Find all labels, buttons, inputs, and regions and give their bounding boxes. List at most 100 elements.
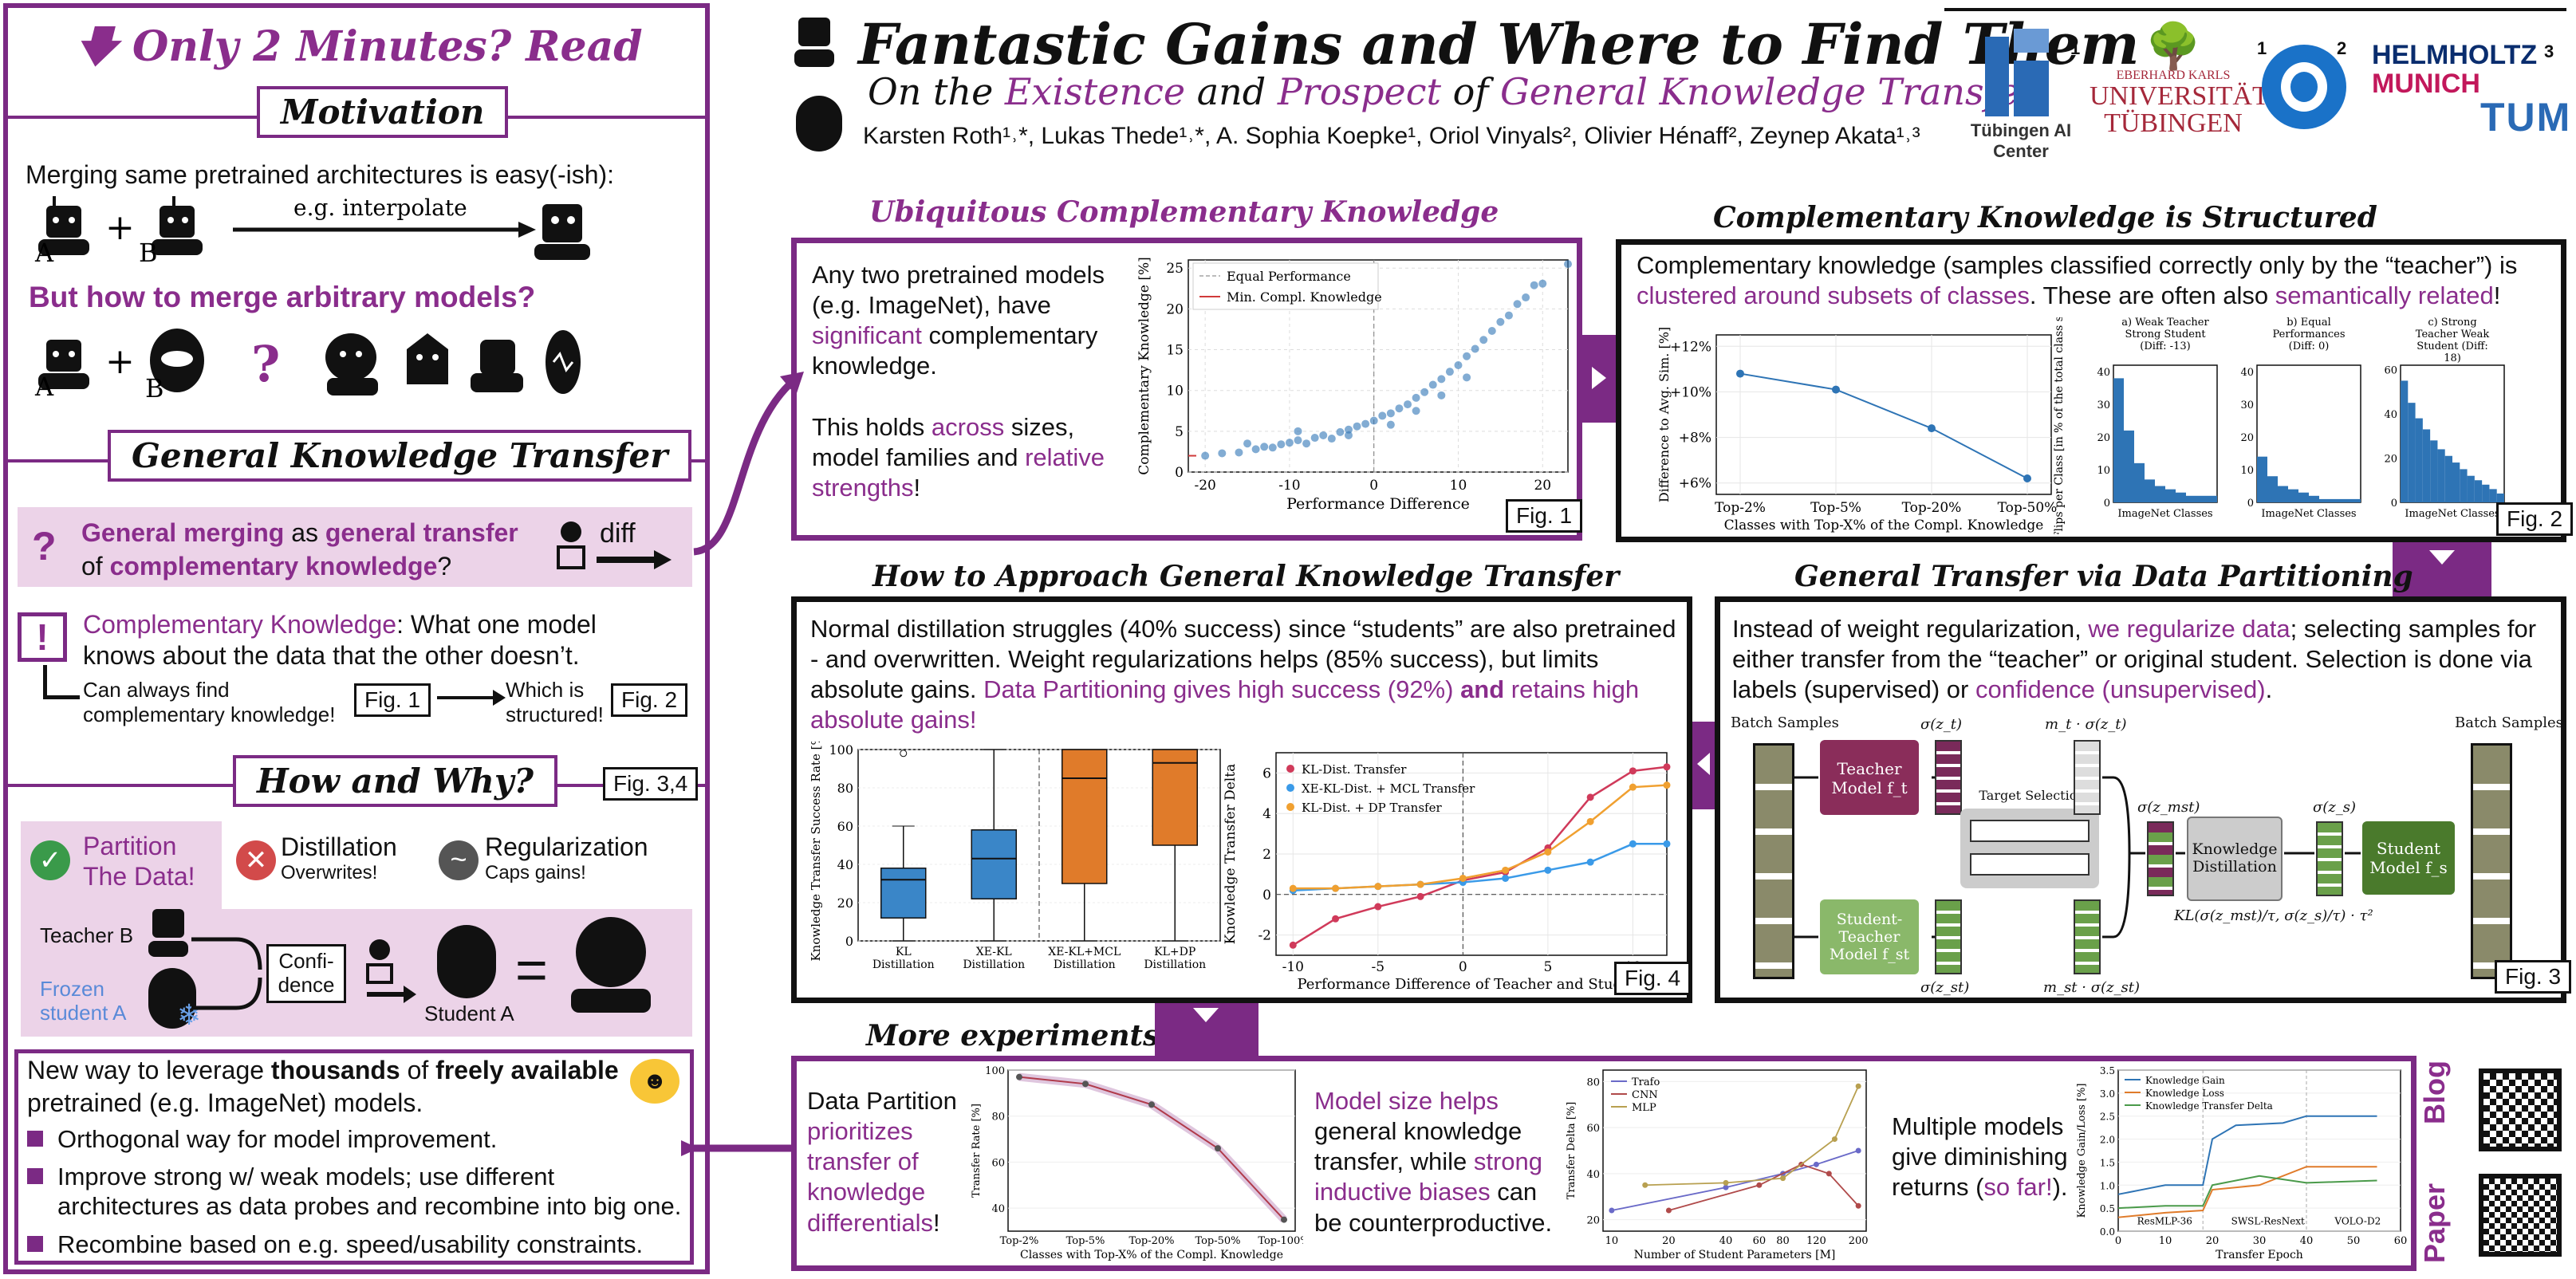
- x-icon: ✕: [236, 840, 276, 880]
- equals-icon: =: [515, 939, 548, 1001]
- student-a-label: Student A: [424, 1002, 514, 1025]
- fig1-tag: Fig. 1: [1506, 499, 1583, 533]
- bar: [2408, 403, 2416, 502]
- blog-qr-code[interactable]: [2479, 1068, 2562, 1151]
- x-tick-label: Distillation: [1054, 958, 1116, 971]
- logit-column: [2074, 899, 2101, 974]
- svg-text:B: B: [139, 238, 158, 268]
- y-tick-label: 10: [2240, 465, 2254, 477]
- frozen-student-label: Frozen student A: [40, 977, 127, 1025]
- data-point: [1378, 411, 1387, 420]
- y-axis-label: Complementary Knowledge [%]: [1136, 257, 1152, 475]
- data-point: [1629, 767, 1637, 775]
- x-axis-label: ImageNet Classes: [2261, 508, 2356, 520]
- data-point: [1530, 281, 1538, 289]
- s5-text-c: Multiple models give diminishing returns…: [1892, 1112, 2068, 1202]
- sigma-s-label: σ(z_s): [2313, 799, 2357, 816]
- y-tick-label: 10: [2097, 465, 2110, 477]
- outlier-point: [900, 750, 908, 758]
- data-point: [1780, 1175, 1786, 1182]
- data-point: [1459, 874, 1467, 882]
- y-tick-label: 25: [1166, 261, 1184, 277]
- x-tick-label: 80: [1776, 1235, 1790, 1247]
- robot-teacher-icon: [148, 909, 188, 958]
- y-tick-label: 40: [1586, 1169, 1600, 1181]
- y-axis-label: Knowledge Transfer Delta: [1223, 764, 1239, 944]
- data-point: [1302, 439, 1311, 448]
- student-teacher-model-box: Student-Teacher Model f_st: [1820, 899, 1919, 974]
- chevron-down-icon: [2429, 550, 2455, 565]
- y-tick-label: 40: [991, 1203, 1005, 1215]
- legend-label: Trafo: [1632, 1076, 1660, 1088]
- ghost-robot-b-icon: [150, 329, 204, 392]
- x-tick-label: -5: [1372, 959, 1385, 975]
- data-point: [1353, 422, 1361, 431]
- s4-text: Instead of weight regularization, we reg…: [1732, 615, 2537, 704]
- y-tick-label: 30: [2240, 399, 2254, 411]
- y-tick-label: 80: [991, 1112, 1005, 1124]
- x-axis-label: ImageNet Classes: [2405, 508, 2499, 520]
- x-tick-label: 60: [1753, 1235, 1767, 1247]
- data-point: [1374, 903, 1382, 911]
- x-axis-label: Performance Difference: [1286, 495, 1470, 513]
- x-tick-label: Distillation: [963, 958, 1025, 971]
- y-tick-label: 60: [1586, 1123, 1600, 1135]
- y-tick-label: 0.5: [2100, 1203, 2115, 1214]
- data-point: [1412, 393, 1420, 402]
- gkt-question-box: ? General merging as general transfer of…: [18, 507, 692, 587]
- paper-qr-code[interactable]: [2479, 1174, 2562, 1257]
- data-point: [1504, 311, 1513, 320]
- data-point: [1395, 404, 1404, 413]
- panel-title: Teacher Weak: [2416, 329, 2490, 340]
- series-line: [1293, 784, 1668, 890]
- data-point: [1215, 1145, 1221, 1152]
- data-point: [1319, 431, 1328, 439]
- y-tick-label: 0: [1262, 887, 1271, 903]
- data-point: [1663, 840, 1671, 848]
- data-point: [1831, 1136, 1837, 1143]
- data-point: [1496, 317, 1505, 326]
- teacher-b-label: Teacher B: [40, 923, 134, 947]
- x-tick-label: -10: [1282, 959, 1304, 975]
- data-point: [1663, 763, 1671, 771]
- data-point: [1218, 449, 1227, 458]
- x-tick-label: XE-KL+MCL: [1048, 946, 1121, 958]
- y-tick-label: 2.5: [2100, 1112, 2115, 1123]
- bar: [2134, 462, 2145, 502]
- option-regularization: Regularization Caps gains!: [485, 832, 648, 883]
- data-point: [1502, 874, 1510, 882]
- sigma-t-label: σ(z_t): [1920, 716, 1963, 733]
- series-line: [2117, 1166, 2377, 1218]
- plot-frame: [1188, 259, 1569, 473]
- data-point: [1463, 352, 1471, 360]
- list-item: Orthogonal way for model improvement.: [27, 1124, 689, 1154]
- legend-swatch: [1286, 765, 1294, 773]
- s5-text-b: Model size helps general knowledge trans…: [1314, 1087, 1553, 1237]
- confidence-band: [1018, 1072, 1287, 1222]
- data-point: [1148, 1101, 1155, 1108]
- bar: [2401, 380, 2409, 502]
- legend-label: MLP: [1632, 1102, 1656, 1114]
- gkt-title: General Knowledge Transfer: [108, 430, 692, 482]
- fig2b-chart: Positive Flips per Class [in % of the to…: [2053, 317, 2505, 534]
- y-tick-label: 0: [2391, 498, 2397, 510]
- s3-title: How to Approach General Knowledge Transf…: [872, 560, 1620, 593]
- y-tick-label: 3.5: [2100, 1065, 2115, 1076]
- helmholtz-logo: HELMHOLTZ MUNICH: [2372, 40, 2538, 99]
- ck-find: Can always find complementary knowledge!: [83, 678, 336, 727]
- svg-text:+: +: [105, 341, 135, 382]
- header-rule: [1944, 8, 2566, 11]
- y-tick-label: 100: [829, 742, 853, 758]
- data-point: [1428, 380, 1437, 389]
- x-tick-label: 40: [1719, 1235, 1733, 1247]
- bar: [2298, 492, 2309, 502]
- data-point: [1289, 941, 1297, 949]
- svg-text:+: +: [105, 207, 135, 248]
- bar: [2207, 495, 2217, 502]
- x-tick-label: 20: [2206, 1235, 2220, 1247]
- header-ghost-icon: [796, 96, 842, 152]
- plot-frame: [1715, 334, 2052, 495]
- data-point: [1344, 431, 1353, 439]
- panel-title: Student (Diff:: [2416, 340, 2488, 352]
- bar: [2474, 480, 2483, 502]
